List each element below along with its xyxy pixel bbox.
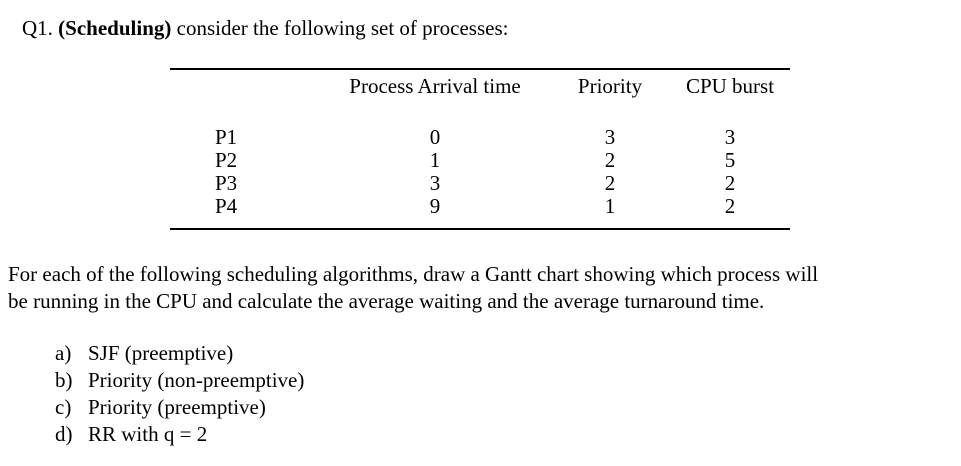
list-item-label: Priority (non-preemptive) bbox=[88, 368, 305, 392]
priority-value: 2 bbox=[604, 171, 616, 195]
question-title-rest: consider the following set of processes: bbox=[171, 16, 509, 40]
table-row: P2 1 2 5 bbox=[170, 149, 790, 172]
table-row: P4 9 1 2 bbox=[170, 195, 790, 218]
process-name: P2 bbox=[215, 148, 238, 172]
burst-value: 2 bbox=[724, 171, 736, 195]
question-title: Q1. (Scheduling) consider the following … bbox=[22, 15, 508, 41]
arrival-value: 0 bbox=[429, 125, 441, 149]
table-row: P1 0 3 3 bbox=[170, 126, 790, 149]
list-item-label: RR with q = 2 bbox=[88, 422, 208, 446]
table-header-gap bbox=[170, 99, 790, 126]
instructions-line-1: For each of the following scheduling alg… bbox=[8, 262, 819, 286]
header-cpu-burst: CPU burst bbox=[685, 74, 775, 98]
arrival-value: 9 bbox=[429, 194, 441, 218]
burst-value: 2 bbox=[724, 194, 736, 218]
header-process bbox=[170, 73, 320, 99]
process-name: P3 bbox=[215, 171, 238, 195]
list-marker: b) bbox=[55, 368, 73, 392]
list-item-priority-nonpreemptive: b) Priority (non-preemptive) bbox=[55, 367, 304, 394]
priority-value: 1 bbox=[604, 194, 616, 218]
list-marker: d) bbox=[55, 422, 73, 446]
instructions-paragraph: For each of the following scheduling alg… bbox=[8, 261, 958, 315]
list-marker: c) bbox=[55, 395, 72, 419]
list-item-label: Priority (preemptive) bbox=[88, 395, 266, 419]
question-number: Q1. bbox=[22, 16, 59, 40]
priority-value: 3 bbox=[604, 125, 616, 149]
priority-value: 2 bbox=[604, 148, 616, 172]
table-row: P3 3 2 2 bbox=[170, 172, 790, 195]
instructions-line-2: be running in the CPU and calculate the … bbox=[8, 289, 765, 313]
list-item-sjf-preemptive: a) SJF (preemptive) bbox=[55, 340, 304, 367]
burst-value: 3 bbox=[724, 125, 736, 149]
table-header-row: Process Arrival time Priority CPU burst bbox=[170, 73, 790, 99]
list-item-priority-preemptive: c) Priority (preemptive) bbox=[55, 394, 304, 421]
list-item-rr-q2: d) RR with q = 2 bbox=[55, 421, 304, 448]
header-priority: Priority bbox=[577, 74, 643, 98]
process-name: P4 bbox=[215, 194, 238, 218]
list-item-label: SJF (preemptive) bbox=[88, 341, 234, 365]
question-topic: (Scheduling) bbox=[58, 16, 172, 40]
list-marker: a) bbox=[55, 341, 72, 365]
arrival-value: 1 bbox=[429, 148, 441, 172]
header-arrival-time: Process Arrival time bbox=[349, 74, 521, 98]
process-table: Process Arrival time Priority CPU burst … bbox=[170, 68, 790, 230]
process-name: P1 bbox=[215, 125, 238, 149]
algorithm-list: a) SJF (preemptive) b) Priority (non-pre… bbox=[55, 340, 304, 448]
arrival-value: 3 bbox=[429, 171, 441, 195]
burst-value: 5 bbox=[724, 148, 736, 172]
